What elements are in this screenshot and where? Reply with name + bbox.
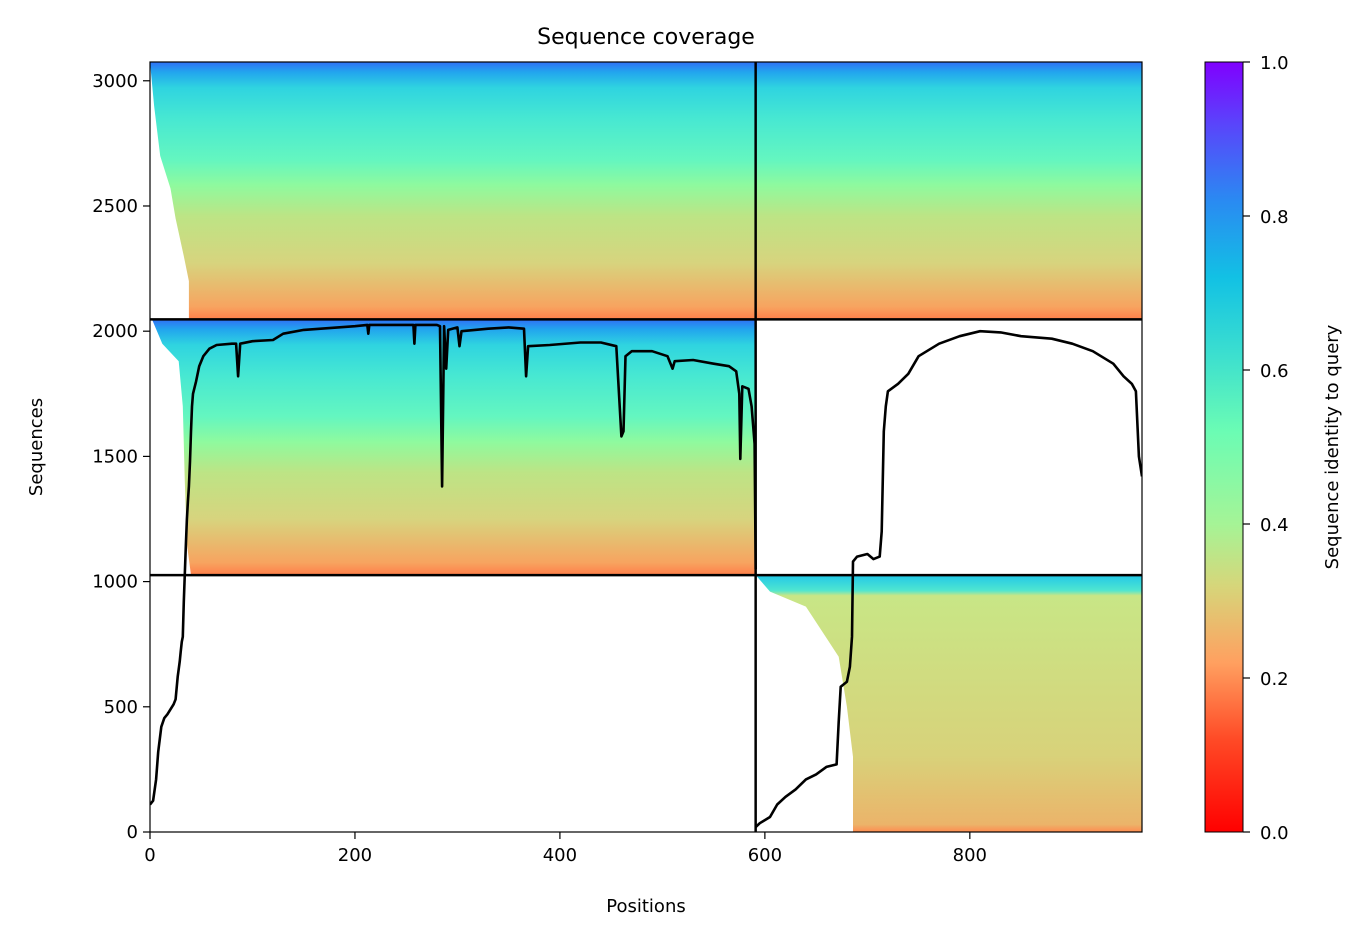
y-axis-label: Sequences <box>26 398 47 496</box>
y-tick-label: 3000 <box>92 71 138 92</box>
y-axis-ticks: 0 500 1000 1500 2000 2500 3000 <box>92 71 150 843</box>
colorbar-tick-label: 0.0 <box>1260 823 1289 844</box>
chart-title: Sequence coverage <box>537 25 755 50</box>
colorbar-label: Sequence identity to query <box>1322 324 1343 569</box>
x-tick-label: 800 <box>953 845 987 866</box>
heatmap-block-chain2-chain2 <box>755 575 1142 832</box>
x-tick-label: 0 <box>144 845 155 866</box>
y-tick-label: 2500 <box>92 196 138 217</box>
colorbar-tick-label: 0.4 <box>1260 515 1289 536</box>
y-tick-label: 1000 <box>92 572 138 593</box>
colorbar-tick-label: 0.2 <box>1260 669 1289 690</box>
x-tick-label: 200 <box>338 845 372 866</box>
x-axis-label: Positions <box>606 896 685 917</box>
coverage-lines <box>150 323 1142 828</box>
colorbar-ticks: 0.0 0.2 0.4 0.6 0.8 1.0 <box>1243 53 1289 844</box>
heatmap-block-chain1-chain1 <box>152 319 756 576</box>
colorbar <box>1204 61 1244 833</box>
heatmap-block-chain2-only <box>150 62 1142 320</box>
y-tick-label: 500 <box>104 697 138 718</box>
x-tick-label: 400 <box>543 845 577 866</box>
coverage-heatmap-blocks <box>150 62 1142 832</box>
colorbar-tick-label: 1.0 <box>1260 53 1289 74</box>
x-tick-label: 600 <box>748 845 782 866</box>
colorbar-tick-label: 0.8 <box>1260 207 1289 228</box>
y-tick-label: 0 <box>127 822 138 843</box>
x-axis-ticks: 0 200 400 600 800 <box>144 832 987 866</box>
coverage-line-chain2 <box>754 329 1142 828</box>
y-tick-label: 1500 <box>92 446 138 467</box>
y-tick-label: 2000 <box>92 321 138 342</box>
colorbar-tick-label: 0.6 <box>1260 361 1289 382</box>
coverage-line-chain1 <box>150 323 757 806</box>
plot-frame <box>149 61 1143 833</box>
